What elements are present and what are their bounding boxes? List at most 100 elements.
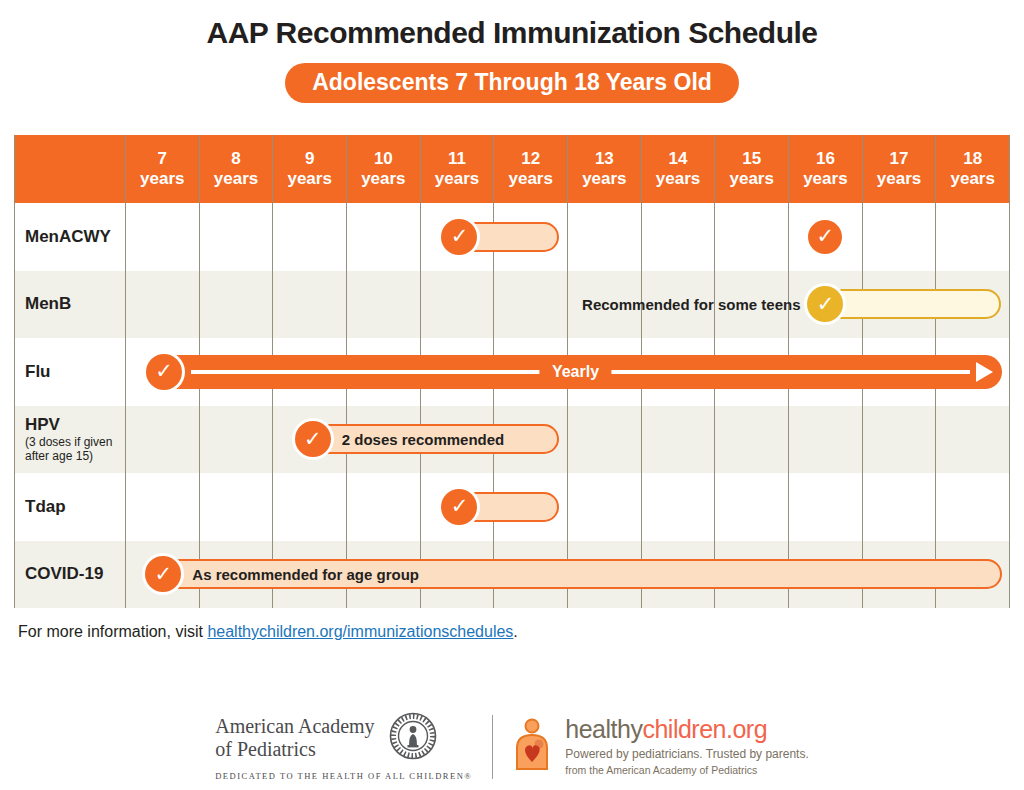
age-number: 7	[158, 149, 167, 169]
grid-cell	[789, 473, 863, 541]
grid-cell	[715, 203, 789, 271]
bar-menb: ✓	[808, 289, 1001, 319]
grid-cell	[126, 473, 200, 541]
grid-cell	[863, 203, 937, 271]
age-number: 17	[890, 149, 909, 169]
healthychildren-figure-icon	[513, 717, 555, 775]
healthychildren-logo: healthychildren.org Powered by pediatric…	[513, 717, 808, 776]
logo-divider	[492, 715, 493, 779]
page-title: AAP Recommended Immunization Schedule	[0, 0, 1024, 50]
info-suffix: .	[513, 623, 517, 640]
hc-word-healthy: healthy	[565, 715, 642, 743]
arrow-head-icon	[976, 362, 993, 382]
age-unit: years	[214, 169, 258, 189]
schedule-row-menb: MenBRecommended for some teens✓	[15, 271, 1010, 339]
grid-cell	[273, 203, 347, 271]
age-header-cell-16: 16years	[789, 135, 863, 203]
grid-cell	[126, 203, 200, 271]
check-glyph: ✓	[304, 429, 322, 450]
vaccine-name: Flu	[25, 362, 121, 382]
vaccine-name: Tdap	[25, 497, 121, 517]
grid-cell	[936, 473, 1010, 541]
info-prefix: For more information, visit	[18, 623, 207, 640]
more-info-text: For more information, visit healthychild…	[18, 623, 518, 641]
vaccine-name: MenB	[25, 294, 121, 314]
row-grid-flu: ✓Yearly	[126, 338, 1010, 406]
schedule-row-menacwy: MenACWY ✓ ✓	[15, 203, 1010, 271]
bar-label: As recommended for age group	[192, 566, 419, 583]
age-header-cell-11: 11years	[421, 135, 495, 203]
grid-cell	[863, 473, 937, 541]
grid-cell	[273, 271, 347, 339]
check-mark-age-16: ✓	[808, 220, 842, 254]
grid-cell	[568, 473, 642, 541]
age-header-cell-18: 18years	[936, 135, 1010, 203]
bar-tdap: ✓	[442, 492, 559, 522]
grid-cell	[421, 271, 495, 339]
grid-cell	[200, 271, 274, 339]
age-number: 16	[816, 149, 835, 169]
age-number: 15	[742, 149, 761, 169]
check-circle-icon: ✓	[807, 286, 843, 322]
check-circle-icon: ✓	[145, 556, 181, 592]
vaccine-label-menacwy: MenACWY	[15, 203, 126, 271]
row-grid-menb: Recommended for some teens✓	[126, 271, 1010, 339]
row-grid-tdap: ✓	[126, 473, 1010, 541]
age-unit: years	[729, 169, 773, 189]
age-unit: years	[140, 169, 184, 189]
schedule-row-hpv: HPV(3 doses if given after age 15) ✓2 dos…	[15, 406, 1010, 474]
grid-cell	[642, 473, 716, 541]
bar-menacwy: ✓	[442, 222, 559, 252]
age-header-cell-8: 8years	[200, 135, 274, 203]
grid-cell	[715, 473, 789, 541]
grid-cell	[200, 406, 274, 474]
age-header-cell-12: 12years	[494, 135, 568, 203]
age-header-cell-9: 9years	[273, 135, 347, 203]
age-unit: years	[877, 169, 921, 189]
vaccine-label-hpv: HPV(3 doses if given after age 15)	[15, 406, 126, 474]
grid-cell	[126, 406, 200, 474]
immunization-schedules-link[interactable]: healthychildren.org/immunizationschedule…	[207, 623, 513, 640]
grid-cell	[642, 203, 716, 271]
check-glyph: ✓	[155, 361, 173, 382]
age-unit: years	[435, 169, 479, 189]
age-unit: years	[361, 169, 405, 189]
age-unit: years	[582, 169, 626, 189]
grid-cell	[789, 406, 863, 474]
schedule-rows: MenACWY✓✓MenBRecommended for some teens✓…	[15, 203, 1010, 608]
vaccine-label-covid-19: COVID-19	[15, 541, 126, 609]
aap-tagline: DEDICATED TO THE HEALTH OF ALL CHILDREN®	[215, 771, 472, 781]
hc-tagline: Powered by pediatricians. Trusted by par…	[565, 747, 808, 761]
age-unit: years	[656, 169, 700, 189]
grid-cell	[273, 473, 347, 541]
logo-strip: American Academy of Pediatrics DEDICATED…	[0, 712, 1024, 781]
grid-cell	[494, 271, 568, 339]
grid-cell	[568, 406, 642, 474]
grid-cell	[347, 473, 421, 541]
grid-cell	[126, 271, 200, 339]
grid-cell	[200, 203, 274, 271]
age-number: 8	[231, 149, 240, 169]
grid-cell	[347, 203, 421, 271]
vaccine-label-tdap: Tdap	[15, 473, 126, 541]
grid-cell	[642, 406, 716, 474]
schedule-row-tdap: Tdap ✓	[15, 473, 1010, 541]
age-unit: years	[287, 169, 331, 189]
grid-cell	[936, 406, 1010, 474]
age-number: 10	[374, 149, 393, 169]
grid-cell	[200, 473, 274, 541]
aap-name-line2: of Pediatrics	[215, 738, 374, 761]
bar-hpv: ✓2 doses recommended	[296, 424, 559, 454]
grid-cell	[347, 271, 421, 339]
check-circle-icon: ✓	[441, 219, 477, 255]
age-header-cell-10: 10years	[347, 135, 421, 203]
age-number: 11	[448, 149, 466, 169]
age-header-cell-15: 15years	[715, 135, 789, 203]
vaccine-name: HPV	[25, 415, 121, 435]
grid-cell	[863, 406, 937, 474]
immunization-schedule-table: 7years8years9years10years11years12years1…	[14, 135, 1010, 608]
bar-flu: ✓Yearly	[149, 355, 1002, 389]
healthychildren-wordmark: healthychildren.org	[565, 717, 808, 742]
check-glyph: ✓	[816, 226, 834, 247]
row-grid-hpv: ✓2 doses recommended	[126, 406, 1010, 474]
